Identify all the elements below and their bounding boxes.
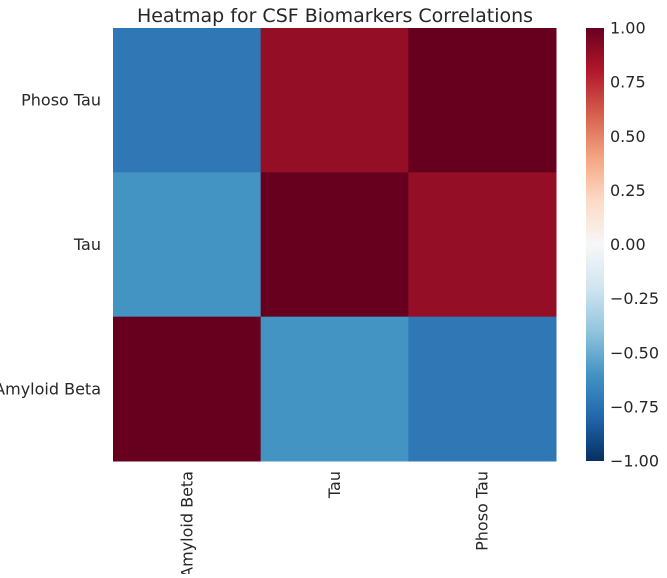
colorbar-tick-label: −0.75 bbox=[610, 397, 659, 416]
x-tick-label: Tau bbox=[325, 471, 344, 499]
heatmap-cell bbox=[113, 316, 262, 462]
y-tick-label: Tau bbox=[73, 235, 101, 254]
colorbar-tick-label: 0.00 bbox=[610, 235, 646, 254]
x-tick-label: Amyloid Beta bbox=[177, 471, 196, 574]
colorbar-tick-label: 0.50 bbox=[610, 127, 646, 146]
heatmap-cell bbox=[408, 316, 557, 462]
colorbar-tick-label: 0.25 bbox=[610, 181, 646, 200]
heatmap-cell bbox=[113, 172, 262, 318]
heatmap-cell bbox=[260, 28, 409, 173]
x-tick-label: Phoso Tau bbox=[473, 471, 492, 551]
heatmap-cells bbox=[113, 28, 557, 462]
chart-title: Heatmap for CSF Biomarkers Correlations bbox=[137, 5, 533, 27]
colorbar-tick-label: −0.50 bbox=[610, 343, 659, 362]
heatmap-cell bbox=[260, 316, 409, 462]
heatmap-cell bbox=[260, 172, 409, 318]
y-tick-label: Amyloid Beta bbox=[0, 379, 101, 398]
heatmap-cell bbox=[408, 172, 557, 318]
colorbar-tick-label: −1.00 bbox=[610, 452, 659, 471]
colorbar-tick-label: −0.25 bbox=[610, 289, 659, 308]
heatmap-cell bbox=[408, 28, 557, 173]
colorbar-tick-labels: 1.00 0.75 0.50 0.25 0.00 −0.25 −0.50 −0.75 −1.00 bbox=[610, 19, 659, 471]
x-tick-labels: Amyloid Beta Tau Phoso Tau bbox=[177, 471, 492, 578]
heatmap-cell bbox=[113, 28, 262, 173]
y-tick-label: Phoso Tau bbox=[21, 91, 101, 110]
colorbar-tick-label: 1.00 bbox=[610, 19, 646, 38]
y-tick-labels: Phoso Tau Tau Amyloid Beta bbox=[0, 91, 101, 399]
colorbar bbox=[586, 28, 604, 461]
colorbar-tick-label: 0.75 bbox=[610, 73, 646, 92]
